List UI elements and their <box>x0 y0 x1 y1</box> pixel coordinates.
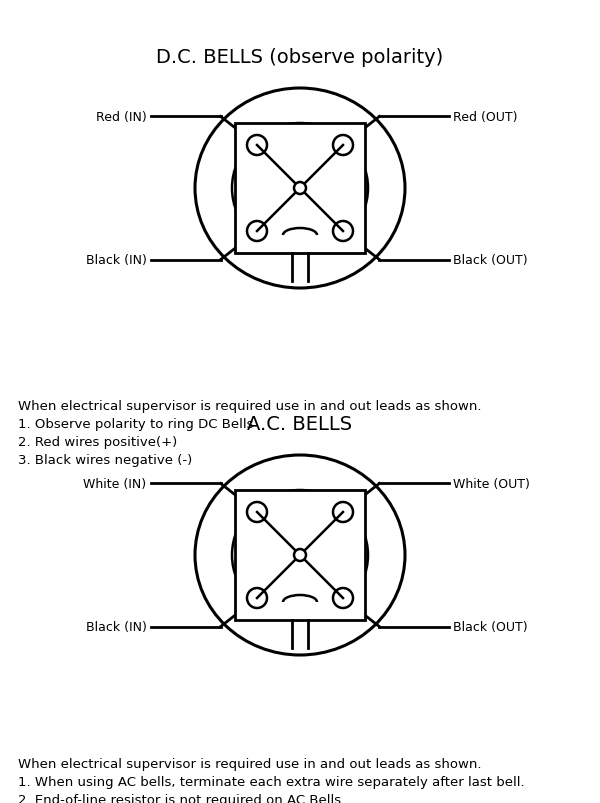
Text: Red (OUT): Red (OUT) <box>454 111 518 124</box>
Ellipse shape <box>247 222 267 242</box>
Ellipse shape <box>232 491 368 620</box>
Ellipse shape <box>333 503 353 522</box>
Ellipse shape <box>333 589 353 608</box>
Text: A.C. BELLS: A.C. BELLS <box>247 414 353 434</box>
Text: When electrical supervisor is required use in and out leads as shown.: When electrical supervisor is required u… <box>18 400 482 413</box>
Ellipse shape <box>247 589 267 608</box>
Text: 3. Black wires negative (-): 3. Black wires negative (-) <box>18 454 192 467</box>
Text: White (OUT): White (OUT) <box>454 477 530 491</box>
Ellipse shape <box>294 183 306 195</box>
Text: Black (IN): Black (IN) <box>86 254 146 267</box>
Text: 2. Red wires positive(+): 2. Red wires positive(+) <box>18 435 177 448</box>
Ellipse shape <box>195 455 405 655</box>
Text: When electrical supervisor is required use in and out leads as shown.: When electrical supervisor is required u… <box>18 757 482 770</box>
Text: White (IN): White (IN) <box>83 477 146 491</box>
Text: D.C. BELLS (observe polarity): D.C. BELLS (observe polarity) <box>157 48 443 67</box>
Text: 2. End-of-line resistor is not required on AC Bells: 2. End-of-line resistor is not required … <box>18 793 341 803</box>
Text: Black (IN): Black (IN) <box>86 621 146 634</box>
Text: Red (IN): Red (IN) <box>96 111 146 124</box>
Ellipse shape <box>232 124 368 254</box>
Ellipse shape <box>294 549 306 561</box>
Text: 1. Observe polarity to ring DC Bells: 1. Observe polarity to ring DC Bells <box>18 418 254 430</box>
Ellipse shape <box>195 89 405 288</box>
Bar <box>235 124 365 254</box>
Ellipse shape <box>333 136 353 156</box>
Text: Black (OUT): Black (OUT) <box>454 621 528 634</box>
Text: 1. When using AC bells, terminate each extra wire separately after last bell.: 1. When using AC bells, terminate each e… <box>18 775 524 788</box>
Ellipse shape <box>333 222 353 242</box>
Text: Black (OUT): Black (OUT) <box>454 254 528 267</box>
Bar <box>235 491 365 620</box>
Ellipse shape <box>247 503 267 522</box>
Ellipse shape <box>247 136 267 156</box>
